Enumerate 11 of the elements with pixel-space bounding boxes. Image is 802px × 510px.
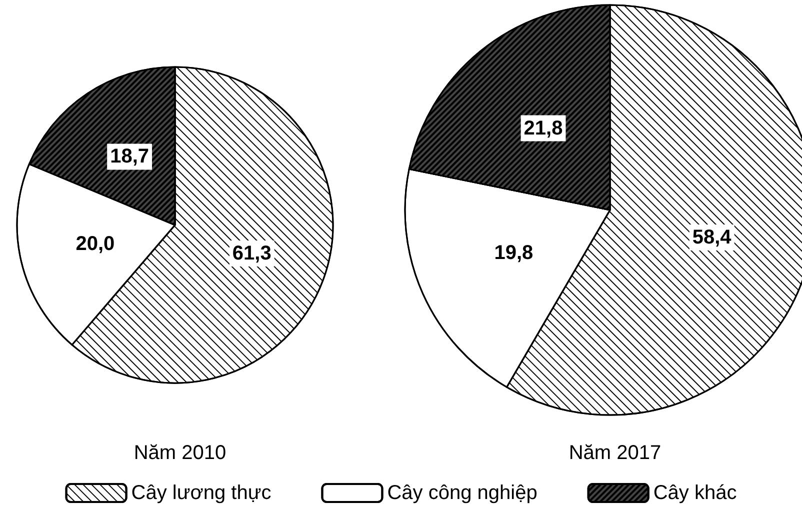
data-label: 61,3 xyxy=(232,242,272,264)
data-label: 18,7 xyxy=(110,146,150,168)
legend-label: Cây lương thực xyxy=(131,482,272,504)
legend-label: Cây khác xyxy=(653,482,737,504)
data-label: 58,4 xyxy=(692,226,732,249)
data-label: 21,8 xyxy=(524,117,563,140)
data-label: 20,0 xyxy=(76,232,115,255)
legend-label: Cây công nghiệp xyxy=(387,482,538,504)
slice-label: Năm 2010 xyxy=(134,442,226,464)
data-label: 19,8 xyxy=(494,242,534,264)
slice-label: Năm 2017 xyxy=(568,442,662,464)
